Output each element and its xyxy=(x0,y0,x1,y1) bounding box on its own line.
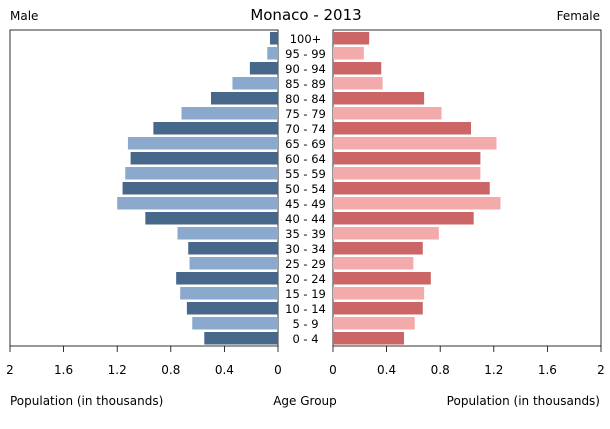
age-group-label: 70 - 74 xyxy=(285,122,326,136)
male-bar xyxy=(192,317,278,330)
male-x-axis-label: Population (in thousands) xyxy=(10,394,163,408)
female-bar xyxy=(333,317,415,330)
age-group-label: 55 - 59 xyxy=(285,167,326,181)
female-label: Female xyxy=(557,9,600,23)
female-bar xyxy=(333,92,425,105)
age-group-label: 20 - 24 xyxy=(285,272,326,286)
male-bar xyxy=(130,152,278,165)
male-bar xyxy=(249,62,278,75)
male-bar xyxy=(267,47,278,60)
female-bar xyxy=(333,107,442,120)
female-bar xyxy=(333,122,472,135)
x-tick-label: 0.8 xyxy=(161,363,180,377)
female-bar xyxy=(333,182,490,195)
x-tick-label: 1.6 xyxy=(54,363,73,377)
male-bar xyxy=(122,182,278,195)
male-bar xyxy=(125,167,279,180)
x-tick-label: 1.2 xyxy=(108,363,127,377)
age-group-label: 50 - 54 xyxy=(285,182,326,196)
age-group-label: 95 - 99 xyxy=(285,47,326,61)
male-bar xyxy=(153,122,278,135)
age-group-label: 90 - 94 xyxy=(285,62,326,76)
female-bar xyxy=(333,32,370,45)
male-bar xyxy=(127,137,278,150)
male-bar xyxy=(211,92,278,105)
age-group-label: 75 - 79 xyxy=(285,107,326,121)
male-label: Male xyxy=(10,9,38,23)
age-group-label: 10 - 14 xyxy=(285,302,326,316)
female-x-axis-label: Population (in thousands) xyxy=(447,394,600,408)
male-bar xyxy=(145,212,278,225)
male-bar xyxy=(186,302,278,315)
female-bar xyxy=(333,242,423,255)
female-bar xyxy=(333,62,382,75)
age-group-label: 60 - 64 xyxy=(285,152,326,166)
x-tick-label: 0 xyxy=(274,363,282,377)
female-x-axis: 0 0.4 0.8 1.2 1.6 2 xyxy=(329,346,605,377)
female-bar xyxy=(333,47,364,60)
age-group-label: 85 - 89 xyxy=(285,77,326,91)
x-tick-label: 1.6 xyxy=(538,363,557,377)
male-bar xyxy=(177,227,278,240)
chart-title: Monaco - 2013 xyxy=(250,6,361,24)
female-bar xyxy=(333,287,425,300)
age-group-label: 100+ xyxy=(290,32,322,46)
male-x-axis: 2 1.6 1.2 0.8 0.4 0 xyxy=(6,346,282,377)
male-bar xyxy=(181,107,278,120)
male-bar xyxy=(204,332,278,345)
x-tick-label: 0.4 xyxy=(215,363,234,377)
age-group-label: 35 - 39 xyxy=(285,227,326,241)
female-bar xyxy=(333,167,481,180)
x-tick-label: 0 xyxy=(329,363,337,377)
x-tick-label: 0.8 xyxy=(431,363,450,377)
age-group-label: 40 - 44 xyxy=(285,212,326,226)
male-bar xyxy=(189,257,278,270)
age-group-label: 65 - 69 xyxy=(285,137,326,151)
x-tick-label: 2 xyxy=(6,363,14,377)
female-bar xyxy=(333,137,497,150)
female-bar xyxy=(333,227,439,240)
x-tick-label: 0.4 xyxy=(377,363,396,377)
age-group-label: 25 - 29 xyxy=(285,257,326,271)
female-bar xyxy=(333,212,474,225)
female-bar xyxy=(333,197,501,210)
age-group-label: 0 - 4 xyxy=(292,332,318,346)
female-bar xyxy=(333,257,414,270)
age-group-axis-label: Age Group xyxy=(273,394,337,408)
male-bar xyxy=(188,242,278,255)
age-group-label: 80 - 84 xyxy=(285,92,326,106)
male-bar xyxy=(176,272,278,285)
age-group-label: 30 - 34 xyxy=(285,242,326,256)
female-bar xyxy=(333,152,481,165)
age-group-label: 15 - 19 xyxy=(285,287,326,301)
female-bars xyxy=(333,32,501,345)
male-bar xyxy=(269,32,278,45)
female-bar xyxy=(333,77,383,90)
male-bar xyxy=(232,77,278,90)
age-group-label: 5 - 9 xyxy=(292,317,318,331)
male-bar xyxy=(180,287,278,300)
x-tick-label: 2 xyxy=(597,363,605,377)
x-tick-label: 1.2 xyxy=(484,363,503,377)
male-bars xyxy=(117,32,279,345)
female-bar xyxy=(333,272,431,285)
female-bar xyxy=(333,302,423,315)
female-bar xyxy=(333,332,405,345)
male-bar xyxy=(117,197,278,210)
age-group-label: 45 - 49 xyxy=(285,197,326,211)
